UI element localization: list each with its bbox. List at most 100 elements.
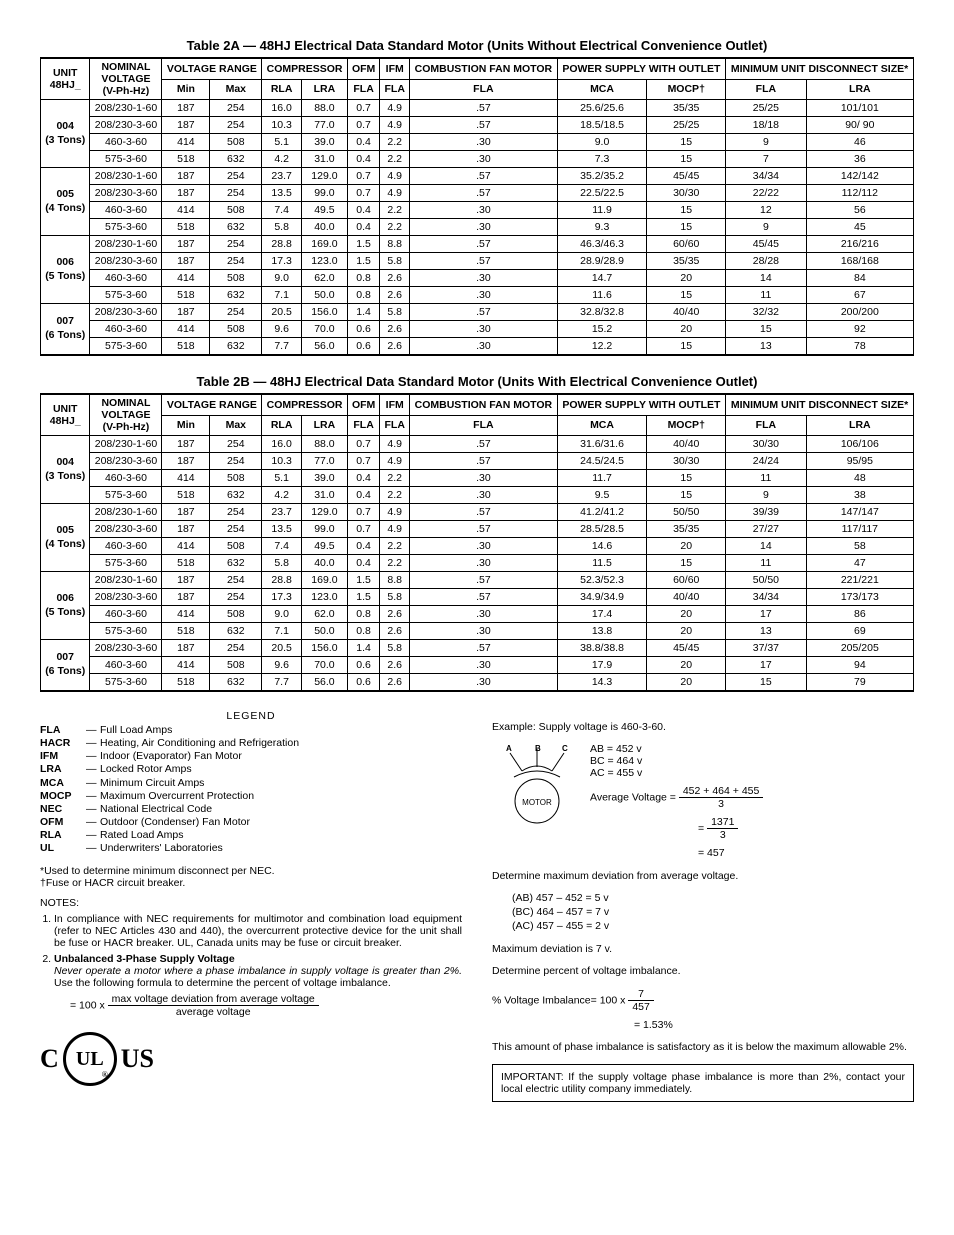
data-cell: 187 [162,100,210,117]
data-cell: 31.0 [302,487,348,504]
data-cell: 11 [726,555,807,572]
ul-logo: CULUS [40,1032,462,1086]
data-cell: 9.6 [262,657,302,674]
data-cell: 4.9 [380,436,410,453]
data-cell: .57 [410,504,558,521]
data-cell: 70.0 [302,321,348,338]
data-cell: 254 [210,640,262,657]
data-cell: 20 [647,623,726,640]
data-cell: 216/216 [806,236,913,253]
data-cell: 4.9 [380,504,410,521]
data-cell: 414 [162,270,210,287]
data-cell: 13 [726,623,807,640]
data-cell: .30 [410,623,558,640]
data-cell: 2.2 [380,555,410,572]
data-cell: 23.7 [262,504,302,521]
data-cell: .30 [410,657,558,674]
data-cell: 94 [806,657,913,674]
table-row: 460-3-604145087.449.50.42.2.3014.6201458 [41,538,914,555]
data-cell: 508 [210,606,262,623]
ex-conclusion: This amount of phase imbalance is satisf… [492,1041,914,1053]
data-cell: 15 [647,470,726,487]
data-cell: 0.6 [347,321,380,338]
data-cell: 56 [806,202,913,219]
data-cell: 1.4 [347,640,380,657]
data-cell: 4.9 [380,453,410,470]
data-cell: 9.5 [557,487,647,504]
unit-cell: 006(5 Tons) [41,236,90,304]
legend-row: FLA—Full Load Amps [40,724,462,737]
unit-cell: 005(4 Tons) [41,168,90,236]
data-cell: 508 [210,202,262,219]
data-cell: 208/230-3-60 [90,640,162,657]
data-cell: 208/230-3-60 [90,589,162,606]
data-cell: 40/40 [647,589,726,606]
data-cell: 31.0 [302,151,348,168]
data-cell: 0.7 [347,521,380,538]
data-cell: 5.8 [262,555,302,572]
data-cell: 46 [806,134,913,151]
ex-result: = 457 [698,847,914,859]
data-cell: 460-3-60 [90,657,162,674]
data-cell: 39.0 [302,470,348,487]
data-cell: 62.0 [302,606,348,623]
data-cell: 7 [726,151,807,168]
unit-cell: 007(6 Tons) [41,640,90,692]
data-cell: 2.2 [380,538,410,555]
data-cell: 632 [210,219,262,236]
data-cell: 37/37 [726,640,807,657]
data-cell: 254 [210,589,262,606]
data-cell: 632 [210,555,262,572]
data-cell: 575-3-60 [90,487,162,504]
data-cell: 0.7 [347,436,380,453]
data-cell: 254 [210,572,262,589]
data-cell: 575-3-60 [90,151,162,168]
data-cell: 156.0 [302,640,348,657]
data-cell: 2.2 [380,219,410,236]
data-cell: 575-3-60 [90,338,162,356]
data-cell: 254 [210,453,262,470]
table-row: 208/230-3-6018725413.599.00.74.9.5722.5/… [41,185,914,202]
data-cell: 99.0 [302,521,348,538]
data-cell: 10.3 [262,117,302,134]
data-cell: .57 [410,304,558,321]
data-cell: 414 [162,321,210,338]
data-cell: 50/50 [726,572,807,589]
table-row: 004(3 Tons)208/230-1-6018725416.088.00.7… [41,436,914,453]
data-cell: 0.7 [347,168,380,185]
data-cell: 24/24 [726,453,807,470]
data-cell: 187 [162,521,210,538]
data-cell: 9.0 [262,606,302,623]
data-cell: 414 [162,134,210,151]
unit-cell: 005(4 Tons) [41,504,90,572]
data-cell: 0.6 [347,338,380,356]
data-cell: 414 [162,470,210,487]
data-cell: 2.6 [380,287,410,304]
table-row: 460-3-604145089.062.00.82.6.3017.4201786 [41,606,914,623]
data-cell: 2.6 [380,270,410,287]
data-cell: 22.5/22.5 [557,185,647,202]
data-cell: .30 [410,538,558,555]
data-cell: 254 [210,185,262,202]
data-cell: 90/ 90 [806,117,913,134]
data-cell: 508 [210,657,262,674]
data-cell: 27/27 [726,521,807,538]
data-cell: 60/60 [647,572,726,589]
data-cell: 70.0 [302,657,348,674]
data-cell: 78 [806,338,913,356]
data-cell: 20 [647,674,726,692]
data-cell: 414 [162,606,210,623]
data-cell: 11.5 [557,555,647,572]
data-cell: 60/60 [647,236,726,253]
data-cell: 49.5 [302,202,348,219]
data-cell: .57 [410,640,558,657]
data-cell: 187 [162,236,210,253]
data-cell: 41.2/41.2 [557,504,647,521]
data-cell: 632 [210,287,262,304]
data-cell: 4.2 [262,487,302,504]
data-cell: 15 [647,338,726,356]
table-row: 460-3-604145089.670.00.62.6.3017.9201794 [41,657,914,674]
data-cell: 7.1 [262,623,302,640]
unit-cell: 004(3 Tons) [41,436,90,504]
data-cell: 208/230-1-60 [90,168,162,185]
